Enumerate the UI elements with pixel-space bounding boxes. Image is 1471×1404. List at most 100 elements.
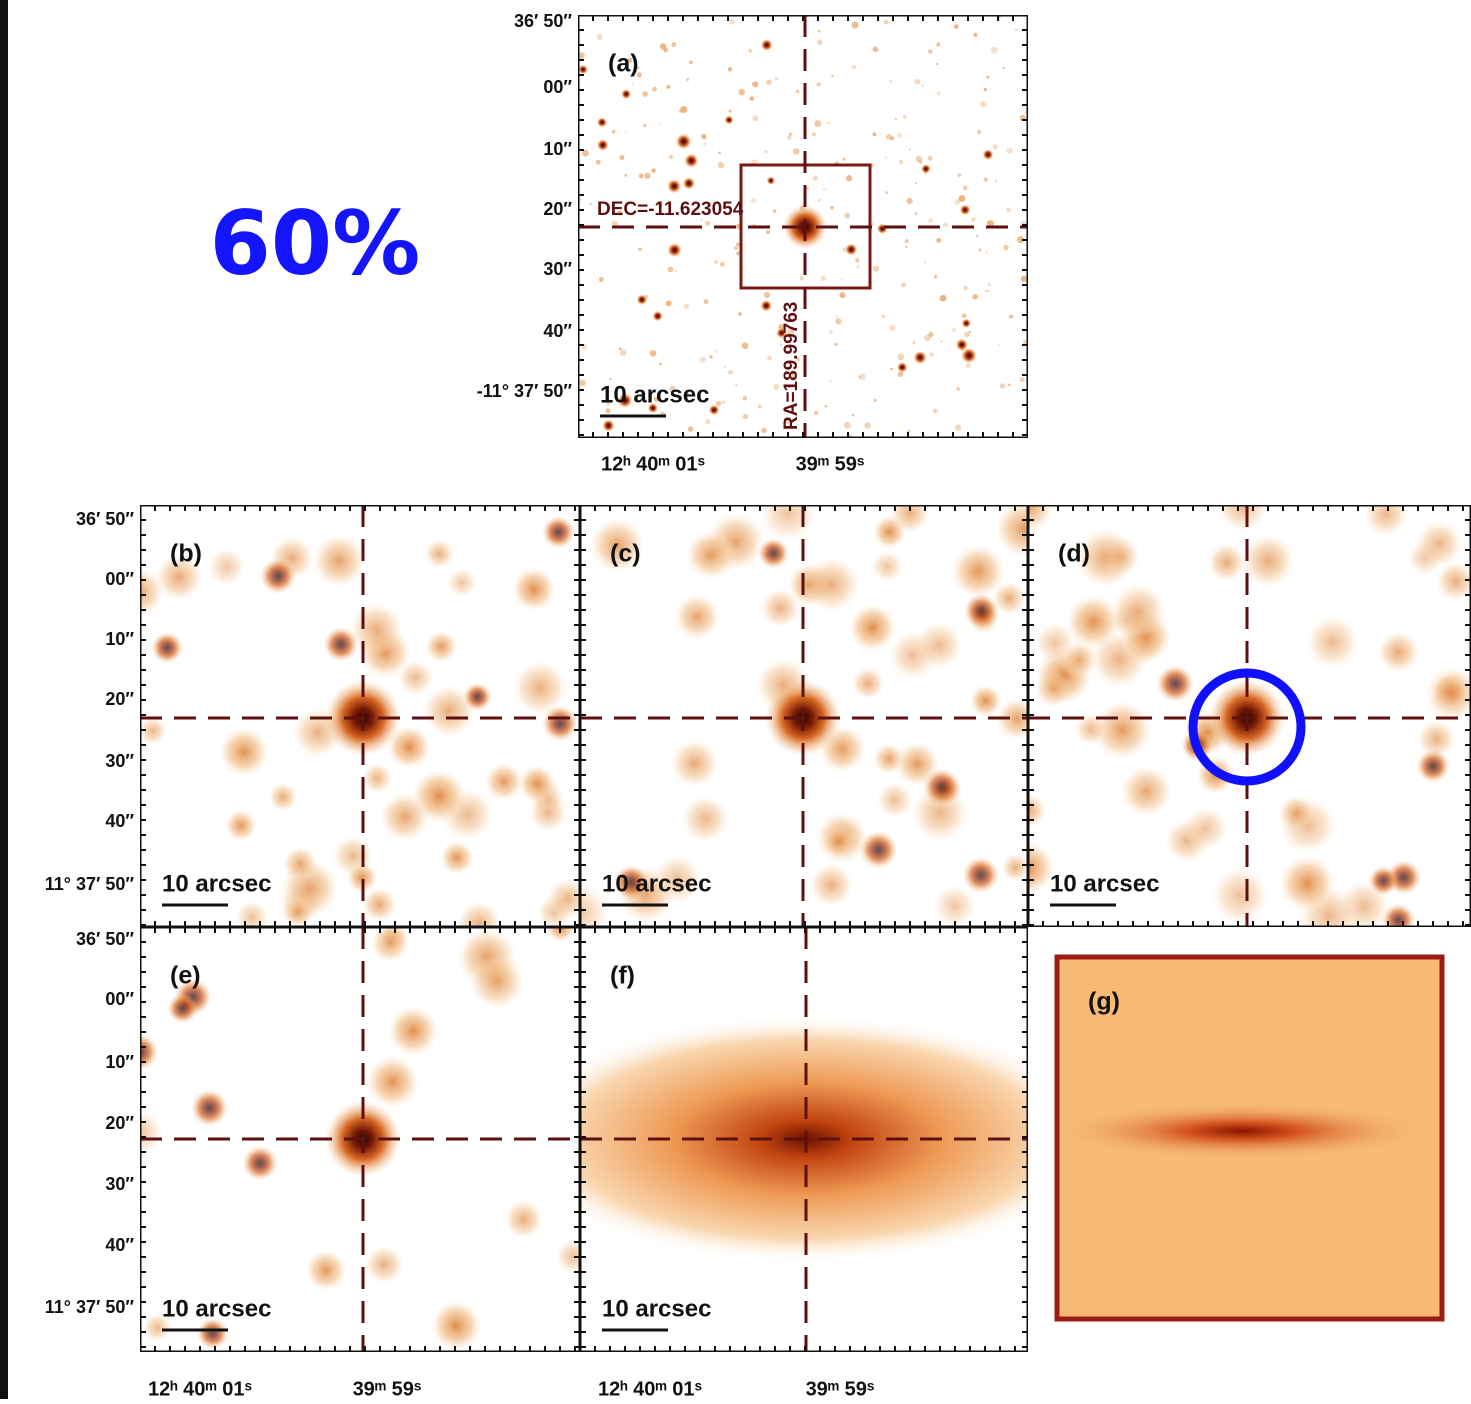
star [621,89,631,99]
panel-label: (g) [1088,988,1120,1016]
speck [743,396,747,400]
source [849,604,897,652]
source [1378,631,1420,673]
speck [928,332,933,337]
scale-bar-label: 10 arcsec [602,870,711,897]
speck [596,34,602,40]
source [970,685,1002,717]
source [371,924,410,963]
image-panel [575,13,1030,438]
speck [1009,314,1013,318]
star [683,177,696,190]
speck [652,87,657,92]
speck [835,318,841,324]
y-tick-label: 20″ [105,689,134,709]
speck [638,248,642,252]
panel-label: (b) [170,540,202,568]
speck [954,24,959,29]
speck [750,96,755,101]
speck [645,173,651,179]
speck [734,246,738,250]
speck [924,261,926,263]
speck [1000,383,1005,388]
source [1035,622,1076,663]
speck [988,283,991,286]
speck [680,106,687,113]
speck [773,384,779,390]
speck [596,160,601,165]
speck [857,265,860,268]
scale-bar-label: 10 arcsec [602,1295,711,1322]
speck [823,188,826,191]
source-bright [542,705,578,741]
speck [963,286,968,291]
speck [885,157,887,159]
source [380,792,429,841]
speck [1015,28,1018,31]
source [1102,537,1141,576]
source-bright [151,632,183,664]
source [804,557,859,612]
speck [897,132,902,137]
source-bright [242,1145,277,1180]
speck [818,199,821,202]
x-tick-label: 39ᵐ 59ˢ [353,1378,422,1399]
speck [735,384,737,386]
source [686,531,735,580]
source [1001,853,1029,881]
speck [749,49,752,52]
source [1278,795,1314,831]
star [636,294,647,305]
panel-label: (a) [608,50,639,78]
speck [940,295,947,302]
speck [671,42,676,47]
speck [966,363,971,368]
y-tick-label: 30″ [543,259,572,279]
speck [984,88,987,91]
speck [807,187,809,189]
speck [715,351,717,353]
speck [701,134,706,139]
source [890,493,930,533]
speck [873,46,879,52]
speck [612,130,616,134]
y-tick-label: 00″ [105,569,134,589]
speck [764,292,770,298]
speck [840,292,846,298]
speck [579,380,586,387]
star [960,204,971,215]
star [961,318,971,328]
speck [846,175,852,181]
source [810,863,854,907]
speck [1020,377,1025,382]
speck [977,130,981,134]
source [1212,867,1269,924]
speck [858,375,861,378]
y-tick-label: 20″ [105,1113,134,1133]
speck [971,217,976,222]
speck [660,43,666,49]
speck [899,160,903,164]
source [760,486,815,541]
speck [889,325,895,331]
star [602,419,615,432]
speck [905,245,908,248]
speck [1008,384,1011,387]
speck [668,267,674,273]
speck [752,115,758,121]
source [268,783,297,812]
source [1279,856,1335,912]
source [504,1200,543,1239]
speck [642,91,648,97]
star [767,176,776,185]
source [1207,543,1246,582]
scale-bar-label: 10 arcsec [162,870,271,897]
speck [852,65,856,69]
speck [817,82,821,86]
y-tick-label: 30″ [105,1174,134,1194]
speck [814,411,818,415]
source-bright [191,1089,228,1126]
y-tick-label: 10″ [105,629,134,649]
speck [767,356,772,361]
page: {"badge": "60%", "panel_a": {"label": "(… [0,0,1471,1399]
